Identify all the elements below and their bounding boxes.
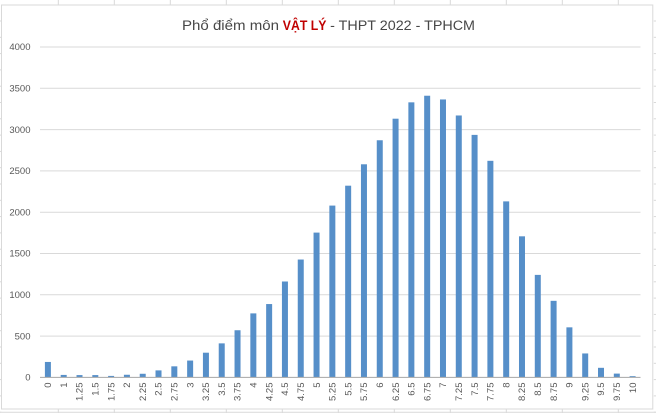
svg-text:4.25: 4.25 (264, 383, 275, 402)
svg-text:4.75: 4.75 (296, 383, 307, 402)
svg-text:3.5: 3.5 (217, 383, 228, 396)
svg-text:3: 3 (185, 383, 196, 388)
svg-text:2.5: 2.5 (154, 383, 165, 396)
svg-text:1.75: 1.75 (106, 383, 117, 402)
svg-text:0: 0 (25, 373, 30, 384)
svg-text:1.25: 1.25 (75, 383, 86, 402)
svg-text:9.75: 9.75 (612, 383, 623, 402)
svg-text:VẬT LÝ: VẬT LÝ (283, 16, 327, 34)
svg-text:9.25: 9.25 (580, 383, 591, 402)
svg-text:500: 500 (15, 331, 31, 342)
svg-text:3500: 3500 (9, 84, 30, 95)
svg-text:1: 1 (59, 383, 70, 388)
svg-text:3.75: 3.75 (233, 383, 244, 402)
svg-text:1000: 1000 (9, 290, 30, 301)
svg-text:Phổ điểm môn: Phổ điểm môn (182, 18, 279, 34)
svg-text:2.25: 2.25 (138, 383, 149, 402)
svg-text:7.5: 7.5 (470, 383, 481, 396)
svg-text:7.25: 7.25 (454, 383, 465, 402)
svg-text:2500: 2500 (9, 166, 30, 177)
svg-text:2000: 2000 (9, 207, 30, 218)
svg-text:2: 2 (122, 383, 133, 388)
svg-text:4: 4 (249, 383, 260, 388)
svg-text:2.75: 2.75 (170, 383, 181, 402)
svg-text:- THPT 2022 - TPHCM: - THPT 2022 - TPHCM (330, 18, 475, 34)
svg-text:1.5: 1.5 (91, 383, 102, 396)
svg-text:7.75: 7.75 (486, 383, 497, 402)
svg-text:0: 0 (43, 383, 54, 388)
svg-text:5: 5 (312, 383, 323, 388)
svg-text:5.25: 5.25 (328, 383, 339, 402)
svg-text:8.25: 8.25 (517, 383, 528, 402)
svg-text:8: 8 (501, 383, 512, 388)
svg-text:4.5: 4.5 (280, 383, 291, 396)
svg-text:9: 9 (565, 383, 576, 388)
svg-text:6.5: 6.5 (407, 383, 418, 396)
svg-text:9.5: 9.5 (596, 383, 607, 396)
svg-text:8.75: 8.75 (549, 383, 560, 402)
svg-text:6.25: 6.25 (391, 383, 402, 402)
svg-text:1500: 1500 (9, 249, 30, 260)
svg-text:5.5: 5.5 (343, 383, 354, 396)
svg-text:3.25: 3.25 (201, 383, 212, 402)
svg-text:7: 7 (438, 383, 449, 388)
svg-text:8.5: 8.5 (533, 383, 544, 396)
svg-text:5.75: 5.75 (359, 383, 370, 402)
svg-text:6.75: 6.75 (422, 383, 433, 402)
svg-text:4000: 4000 (9, 42, 30, 53)
svg-text:3000: 3000 (9, 125, 30, 136)
svg-text:10: 10 (628, 383, 639, 394)
svg-text:6: 6 (375, 383, 386, 388)
